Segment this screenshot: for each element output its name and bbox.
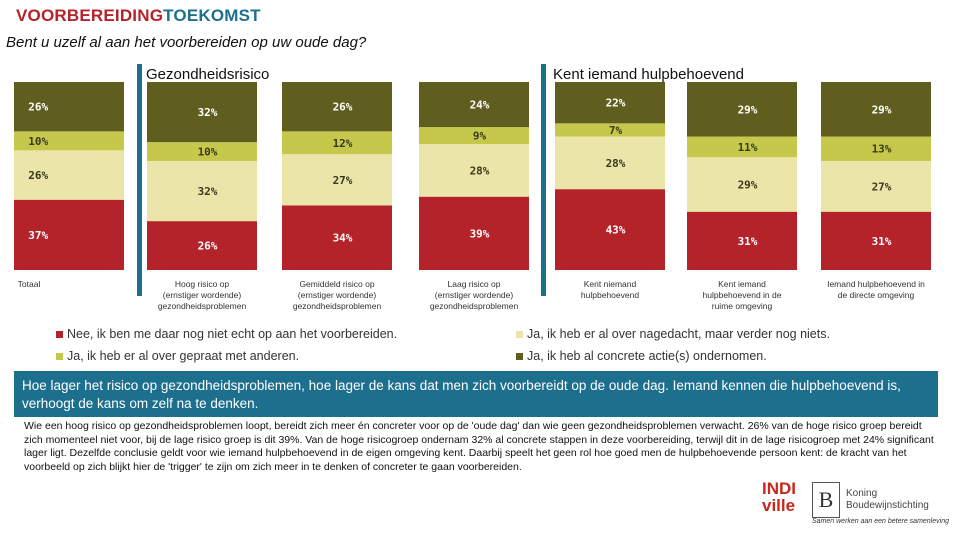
data-label: 27% bbox=[333, 174, 353, 187]
bar-segment bbox=[555, 123, 665, 137]
bar-segment bbox=[555, 82, 665, 124]
data-label: 10% bbox=[28, 135, 48, 148]
bar-segment bbox=[147, 82, 257, 143]
bar-segment bbox=[821, 211, 931, 270]
bar-segment bbox=[282, 131, 392, 155]
group-divider-left bbox=[137, 64, 142, 296]
category-label: Laag risico op (ernstiger wordende) gezond… bbox=[430, 279, 519, 311]
legend-item-gepraat: Ja, ik heb er al over gepraat met andere… bbox=[56, 349, 299, 363]
bar-segment bbox=[419, 144, 529, 197]
kbs-logo-mark: B bbox=[812, 482, 840, 518]
data-label: 11% bbox=[738, 141, 758, 154]
legend-item-nee: Nee, ik ben me daar nog niet echt op aan… bbox=[56, 327, 397, 341]
body-text: Wie een hoog risico op gezondheidsproble… bbox=[24, 420, 934, 473]
data-label: 31% bbox=[738, 235, 758, 248]
bar-segment bbox=[147, 142, 257, 161]
data-label: 22% bbox=[606, 97, 626, 110]
indiville-logo-bottom: ville bbox=[762, 496, 796, 515]
data-label: 29% bbox=[872, 103, 892, 116]
legend-label: Ja, ik heb er al over nagedacht, maar ve… bbox=[527, 327, 830, 341]
bar-segment bbox=[282, 205, 392, 270]
bar-segment bbox=[419, 82, 529, 128]
category-label: Iemand hulpbehoevend in de directe omgevi… bbox=[827, 279, 925, 300]
data-label: 28% bbox=[606, 157, 626, 170]
bar-segment bbox=[147, 160, 257, 222]
data-label: 26% bbox=[28, 101, 48, 114]
bar-segment bbox=[687, 136, 797, 158]
legend-label: Ja, ik heb al concrete actie(s) ondernom… bbox=[527, 349, 767, 363]
data-label: 34% bbox=[333, 232, 353, 245]
category-label: Kent iemand hulpbehoevend in de ruime omge… bbox=[703, 279, 782, 311]
data-label: 12% bbox=[333, 137, 353, 150]
bar-segment bbox=[14, 82, 124, 132]
bar-segment bbox=[282, 154, 392, 206]
kbs-tagline: Samen werken aan een betere samenleving bbox=[812, 518, 949, 525]
legend-swatch bbox=[56, 331, 63, 338]
data-label: 29% bbox=[738, 178, 758, 191]
indiville-logo-top: INDI bbox=[762, 479, 796, 498]
data-label: 27% bbox=[872, 180, 892, 193]
title-part-1: VOORBEREIDING bbox=[16, 6, 164, 25]
data-label: 24% bbox=[470, 99, 490, 112]
bar-segment bbox=[419, 127, 529, 145]
slide-title: VOORBEREIDINGTOEKOMST bbox=[16, 6, 261, 26]
kbs-name-2: Boudewijnstichting bbox=[846, 500, 929, 511]
group-label-left: Gezondheidsrisico bbox=[146, 66, 270, 83]
data-label: 29% bbox=[738, 103, 758, 116]
bar-segment bbox=[555, 136, 665, 190]
data-label: 13% bbox=[872, 143, 892, 156]
legend-label: Nee, ik ben me daar nog niet echt op aan… bbox=[67, 327, 398, 341]
data-label: 32% bbox=[198, 106, 218, 119]
data-label: 9% bbox=[473, 130, 487, 143]
legend-swatch bbox=[516, 353, 523, 360]
bar-segment bbox=[687, 211, 797, 270]
category-label: Totaal bbox=[18, 279, 41, 289]
data-label: 37% bbox=[28, 229, 48, 242]
data-label: 10% bbox=[198, 146, 218, 159]
group-divider-right bbox=[541, 64, 546, 296]
legend-item-nagedacht: Ja, ik heb er al over nagedacht, maar ve… bbox=[516, 327, 830, 341]
data-label: 39% bbox=[470, 227, 490, 240]
category-label: Kent niemand hulpbehoevend bbox=[581, 279, 639, 300]
category-label: Hoog risico op (ernstiger wordende) gezond… bbox=[158, 279, 247, 311]
stacked-bar-chart: 37% 26% 10% 26% Totaal 26% 32% 10% 32% Hoog risic… bbox=[14, 82, 931, 311]
bar-segment bbox=[555, 189, 665, 270]
data-label: 32% bbox=[198, 185, 218, 198]
bar-segment bbox=[821, 136, 931, 161]
data-label: 26% bbox=[28, 169, 48, 182]
bar-segment bbox=[821, 160, 931, 212]
bar-segment bbox=[14, 150, 124, 200]
bar-segment bbox=[687, 157, 797, 212]
kbs-logo: B Koning Boudewijnstichting Samen werken… bbox=[812, 482, 950, 526]
data-label: 7% bbox=[609, 124, 623, 137]
data-label: 28% bbox=[470, 164, 490, 177]
legend-label: Ja, ik heb er al over gepraat met andere… bbox=[67, 349, 300, 363]
bar-segment bbox=[14, 131, 124, 151]
data-label: 26% bbox=[333, 101, 353, 114]
legend-swatch bbox=[516, 331, 523, 338]
legend-swatch bbox=[56, 353, 63, 360]
key-finding-banner: Hoe lager het risico op gezondheidsprobl… bbox=[14, 371, 938, 417]
bar-segment bbox=[147, 221, 257, 270]
kbs-name-1: Koning bbox=[846, 488, 878, 499]
legend-item-actie: Ja, ik heb al concrete actie(s) ondernom… bbox=[516, 349, 767, 363]
group-label-right: Kent iemand hulpbehoevend bbox=[553, 66, 744, 83]
bar-segment bbox=[419, 196, 529, 270]
bar-segment bbox=[687, 82, 797, 137]
indiville-logo: INDI ville bbox=[762, 480, 802, 524]
survey-question: Bent u uzelf al aan het voorbereiden op … bbox=[6, 34, 367, 51]
bar-segment bbox=[14, 199, 124, 270]
data-label: 31% bbox=[872, 235, 892, 248]
data-label: 26% bbox=[198, 240, 218, 253]
bar-segment bbox=[282, 82, 392, 132]
bar-segment bbox=[821, 82, 931, 137]
title-part-2: TOEKOMST bbox=[163, 6, 261, 25]
category-label: Gemiddeld risico op (ernstiger wordende) g… bbox=[293, 279, 382, 311]
data-label: 43% bbox=[606, 224, 626, 237]
